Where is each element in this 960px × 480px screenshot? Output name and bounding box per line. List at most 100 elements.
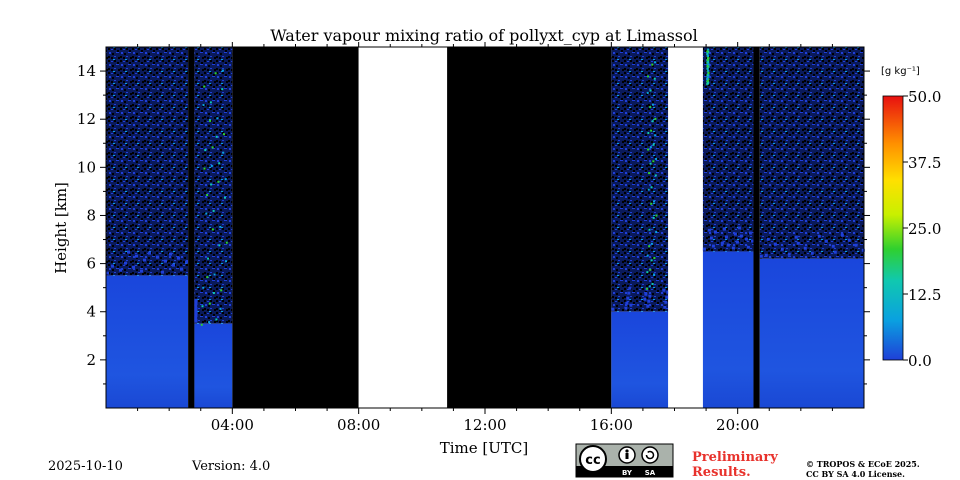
transition-speck: [702, 247, 706, 251]
transition-speck: [140, 269, 143, 273]
x-tick-label: 08:00: [337, 416, 380, 434]
feature-speck: [706, 65, 709, 68]
transition-speck: [748, 231, 752, 235]
feature-speck: [212, 209, 215, 212]
segment-data: [106, 47, 189, 408]
transition-speck: [624, 306, 628, 310]
feature-speck: [209, 119, 212, 122]
preliminary-line2: Results.: [692, 465, 751, 480]
feature-speck: [219, 225, 222, 228]
feature-speck: [201, 305, 204, 308]
feature-speck: [707, 71, 710, 74]
transition-speck: [861, 248, 865, 252]
transition-speck: [707, 228, 711, 232]
transition-speck: [626, 296, 630, 300]
segment-valid: [611, 311, 669, 408]
feature-speck: [654, 61, 657, 64]
transition-speck: [111, 264, 114, 268]
y-tick-label: 6: [86, 255, 96, 273]
feature-speck: [651, 63, 654, 66]
transition-speck: [611, 307, 615, 311]
segment-data: [194, 47, 233, 408]
y-tick-label: 14: [77, 62, 96, 80]
feature-speck: [655, 157, 658, 160]
transition-speck: [172, 263, 175, 267]
segment-valid: [106, 275, 189, 408]
feature-speck: [706, 74, 709, 77]
transition-speck: [132, 265, 135, 269]
feature-speck: [706, 80, 709, 83]
feature-speck: [707, 74, 710, 77]
feature-speck: [655, 214, 658, 217]
transition-speck: [180, 267, 183, 271]
segment-nodata: [232, 47, 359, 408]
transition-speck: [796, 241, 800, 245]
transition-speck: [628, 286, 632, 290]
segment-missing: [358, 47, 448, 408]
feature-speck: [211, 146, 214, 149]
cc-icon: [579, 445, 607, 473]
segment-nodata: [188, 47, 195, 408]
feature-speck: [649, 162, 652, 165]
colorbar-tick-label: 0.0: [908, 352, 932, 370]
feature-speck: [707, 65, 710, 68]
feature-speck: [220, 289, 223, 292]
feature-speck: [650, 259, 653, 262]
segment-noise: [611, 47, 669, 312]
feature-speck: [224, 178, 227, 181]
transition-speck: [722, 227, 726, 231]
colorbar-tick-label: 25.0: [908, 220, 941, 238]
segment-nodata: [447, 47, 612, 408]
transition-speck: [194, 304, 198, 308]
feature-speck: [706, 82, 709, 85]
colorbar-tick-label: 12.5: [908, 286, 941, 304]
transition-speck: [759, 254, 763, 258]
transition-speck: [750, 239, 754, 243]
x-tick-label: 20:00: [716, 416, 759, 434]
cc-icon-text: cc: [585, 453, 600, 468]
footer-version: Version: 4.0: [191, 459, 270, 474]
plot-area: [106, 47, 865, 408]
transition-speck: [773, 242, 777, 246]
transition-speck: [644, 292, 648, 296]
feature-speck: [706, 50, 709, 53]
transition-speck: [817, 234, 821, 238]
transition-speck: [666, 290, 670, 294]
transition-speck: [731, 246, 735, 250]
feature-speck: [650, 186, 653, 189]
y-tick-label: 12: [77, 110, 96, 128]
feature-speck: [707, 54, 710, 57]
feature-speck: [648, 285, 651, 288]
colorbar-gradient: [882, 95, 904, 361]
feature-speck: [653, 257, 656, 260]
feature-speck: [653, 77, 656, 80]
feature-speck: [207, 257, 210, 260]
segment-noise: [759, 47, 864, 259]
transition-speck: [833, 250, 837, 254]
segment-noise: [106, 47, 189, 276]
feature-speck: [221, 88, 224, 91]
segment-nodata: [753, 47, 760, 408]
feature-speck: [210, 183, 213, 186]
y-tick-label: 2: [86, 351, 96, 369]
feature-speck: [208, 321, 211, 324]
transition-speck: [135, 254, 138, 258]
feature-speck: [707, 61, 710, 64]
feature-speck: [212, 291, 215, 294]
feature-speck: [654, 134, 657, 137]
transition-speck: [720, 241, 724, 245]
transition-speck: [663, 305, 667, 309]
feature-speck: [706, 67, 709, 70]
feature-speck: [202, 286, 205, 289]
transition-speck: [194, 300, 198, 304]
feature-speck: [652, 200, 655, 203]
segment-missing: [668, 47, 703, 408]
transition-speck: [803, 246, 807, 250]
feature-speck: [200, 323, 203, 326]
transition-speck: [794, 235, 798, 239]
feature-speck: [218, 162, 221, 165]
feature-speck: [647, 148, 650, 151]
feature-speck: [652, 143, 655, 146]
transition-speck: [127, 250, 130, 254]
